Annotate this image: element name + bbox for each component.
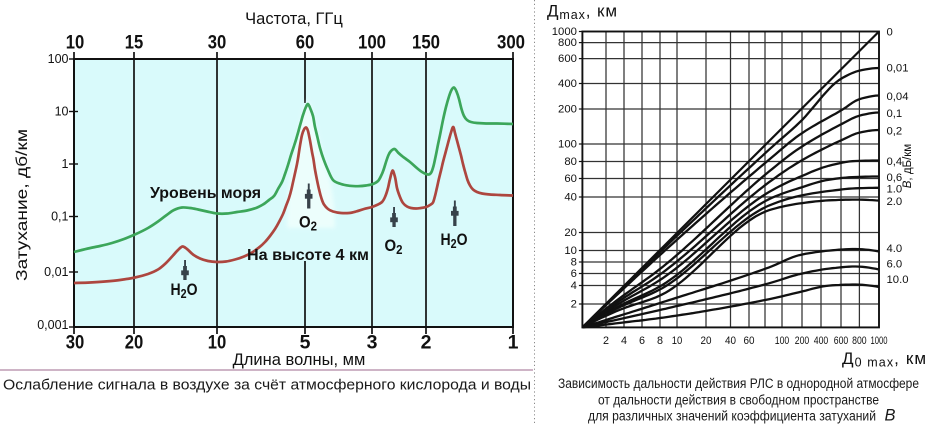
svg-text:0,04: 0,04 <box>887 91 909 103</box>
svg-text:Зависимость дальности действия: Зависимость дальности действия РЛС в одн… <box>558 376 919 392</box>
svg-text:30: 30 <box>66 332 85 354</box>
svg-text:60: 60 <box>744 335 755 347</box>
svg-text:6: 6 <box>571 268 577 280</box>
svg-text:800: 800 <box>558 37 577 49</box>
svg-text:30: 30 <box>208 32 227 54</box>
svg-text:10.0: 10.0 <box>887 274 909 286</box>
svg-text:4.0: 4.0 <box>887 243 903 255</box>
svg-text:2: 2 <box>421 332 432 354</box>
svg-text:8: 8 <box>657 335 663 347</box>
svg-text:4: 4 <box>571 280 577 292</box>
svg-text:10: 10 <box>564 245 577 257</box>
svg-text:0,01: 0,01 <box>887 63 909 75</box>
svg-text:80: 80 <box>564 156 577 168</box>
svg-text:40: 40 <box>564 192 577 204</box>
svg-text:В, дБ/км: В, дБ/км <box>902 144 914 189</box>
svg-text:1: 1 <box>508 332 519 354</box>
svg-text:0: 0 <box>887 27 893 39</box>
svg-text:8: 8 <box>571 257 577 269</box>
svg-text:для различных значений коэффиц: для различных значений коэффициента зату… <box>588 409 876 424</box>
svg-text:100: 100 <box>775 335 790 347</box>
svg-text:Уровень моря: Уровень моря <box>150 185 261 202</box>
svg-text:1000: 1000 <box>871 335 888 347</box>
svg-text:15: 15 <box>125 32 144 54</box>
svg-text:4: 4 <box>621 335 627 347</box>
svg-text:10: 10 <box>66 32 85 54</box>
svg-text:10: 10 <box>55 105 69 119</box>
svg-text:400: 400 <box>558 78 577 90</box>
svg-text:В: В <box>885 407 896 424</box>
svg-text:40: 40 <box>725 335 736 347</box>
svg-text:6: 6 <box>639 335 645 347</box>
svg-text:5: 5 <box>300 332 311 354</box>
svg-text:H2O: H2O <box>171 280 198 301</box>
svg-text:0,4: 0,4 <box>887 156 903 168</box>
svg-text:100: 100 <box>558 139 577 151</box>
svg-text:0,001: 0,001 <box>37 318 68 332</box>
svg-text:10: 10 <box>672 335 683 347</box>
svg-text:от дальности действия в свобод: от дальности действия в свободном простр… <box>598 393 879 409</box>
svg-text:200: 200 <box>795 335 810 347</box>
svg-text:H2O: H2O <box>441 230 468 251</box>
svg-text:На высоте 4 км: На высоте 4 км <box>247 247 369 264</box>
svg-text:100: 100 <box>358 32 386 54</box>
svg-text:60: 60 <box>296 32 315 54</box>
svg-text:150: 150 <box>412 32 440 54</box>
svg-text:O2: O2 <box>385 236 403 257</box>
svg-text:1000: 1000 <box>552 26 577 38</box>
svg-text:6.0: 6.0 <box>887 259 903 271</box>
svg-text:Д0 max, км: Д0 max, км <box>842 349 927 370</box>
svg-text:10: 10 <box>208 332 227 354</box>
svg-text:Затухание, дб/км: Затухание, дб/км <box>14 129 31 281</box>
svg-text:0,1: 0,1 <box>887 108 903 120</box>
svg-text:1.0: 1.0 <box>887 184 903 196</box>
svg-text:2: 2 <box>571 299 577 311</box>
svg-text:0,1: 0,1 <box>51 210 68 224</box>
svg-text:0,6: 0,6 <box>887 172 903 184</box>
svg-text:O2: O2 <box>299 213 317 234</box>
svg-text:60: 60 <box>564 173 577 185</box>
svg-text:0,2: 0,2 <box>887 126 903 138</box>
svg-text:100: 100 <box>48 52 69 66</box>
svg-text:Частота, ГГц: Частота, ГГц <box>245 10 343 28</box>
svg-text:3: 3 <box>367 332 378 354</box>
svg-text:20: 20 <box>701 335 712 347</box>
svg-text:2: 2 <box>603 335 609 347</box>
svg-text:2.0: 2.0 <box>887 196 903 208</box>
svg-text:Ослабление сигнала в воздухе з: Ослабление сигнала в воздухе за счёт атм… <box>3 377 531 394</box>
svg-text:200: 200 <box>558 104 577 116</box>
svg-text:800: 800 <box>852 335 867 347</box>
svg-text:400: 400 <box>814 335 829 347</box>
svg-text:600: 600 <box>834 335 849 347</box>
svg-text:600: 600 <box>558 53 577 65</box>
svg-text:20: 20 <box>125 332 144 354</box>
svg-text:300: 300 <box>497 32 525 54</box>
svg-text:1: 1 <box>62 157 69 171</box>
svg-text:Дmax, км: Дmax, км <box>547 2 618 23</box>
svg-text:20: 20 <box>564 227 577 239</box>
svg-text:0,01: 0,01 <box>44 265 68 279</box>
svg-text:Длина волны, мм: Длина волны, мм <box>233 351 366 369</box>
